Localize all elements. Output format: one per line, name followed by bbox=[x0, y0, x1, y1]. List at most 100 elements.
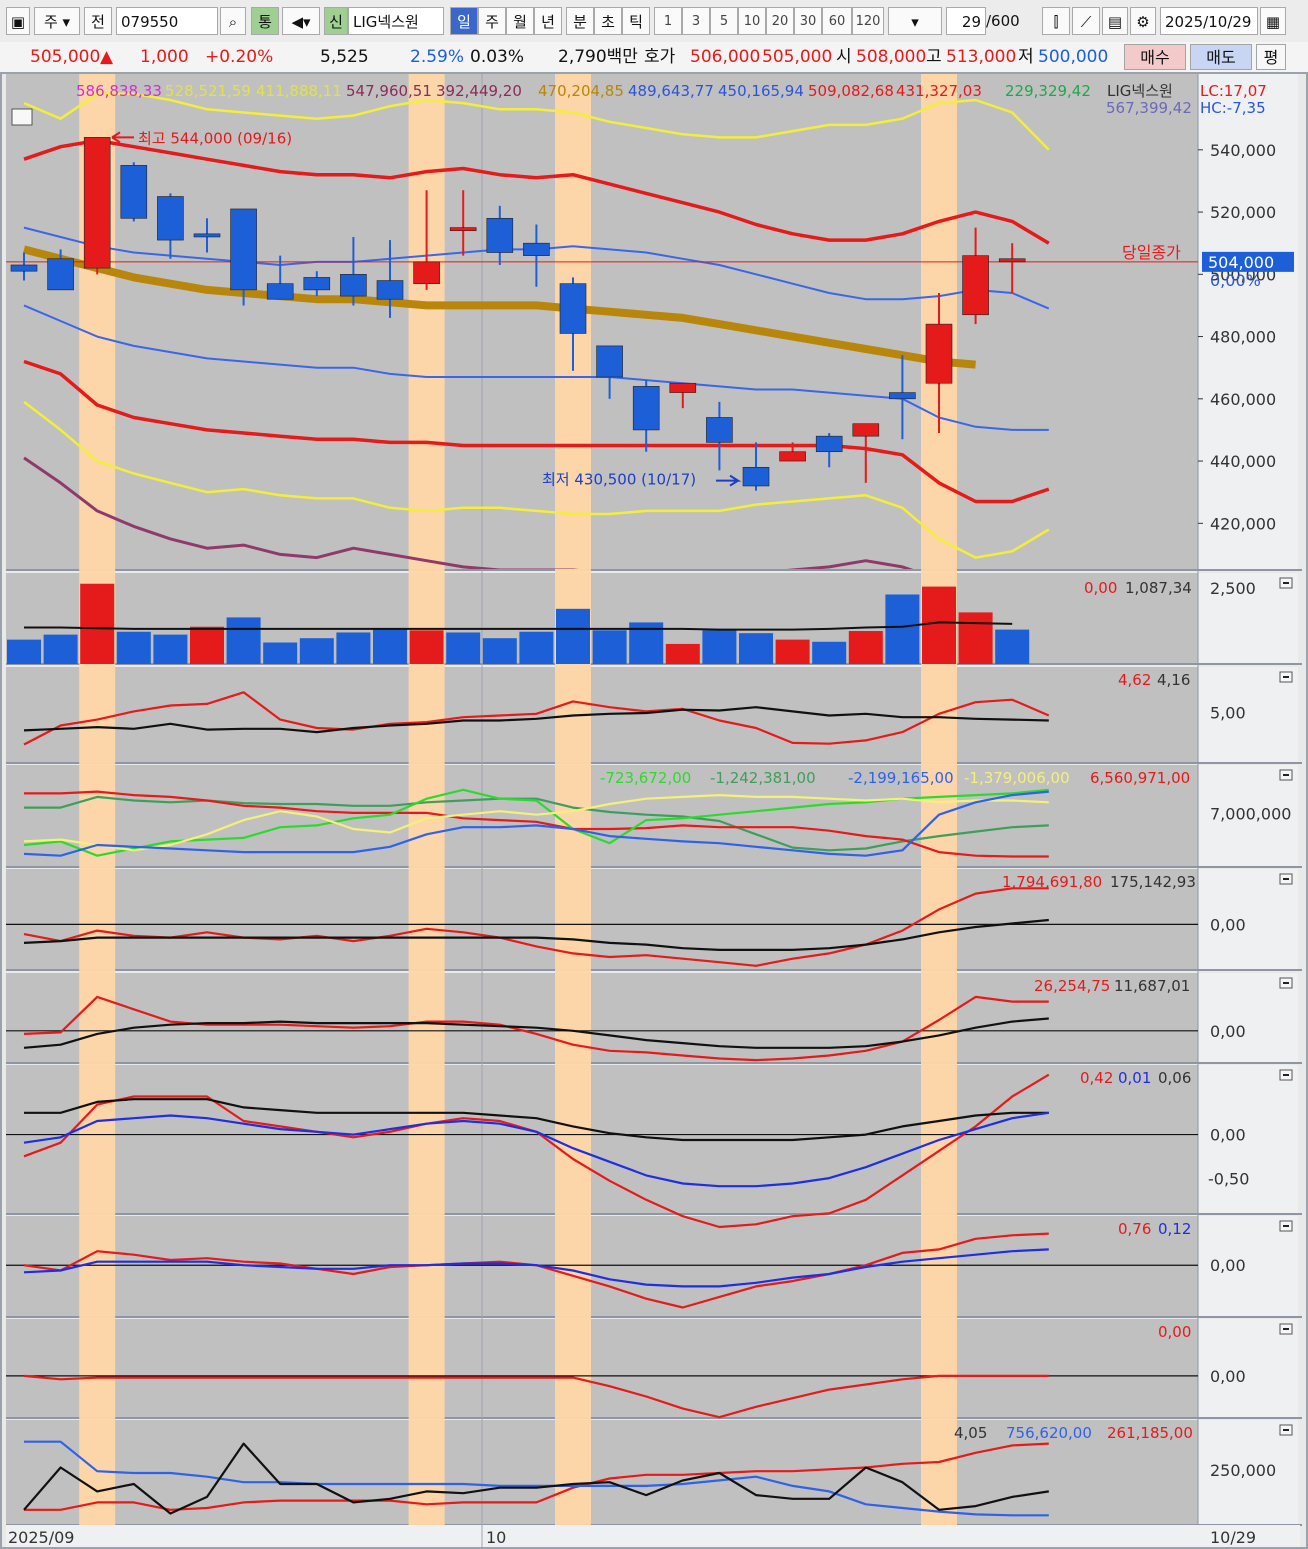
candle-body bbox=[962, 255, 989, 316]
minute-20[interactable]: 20 bbox=[766, 7, 794, 35]
indicator-header-p7: 0,76 bbox=[1118, 1220, 1151, 1238]
sin-button[interactable]: 신 bbox=[324, 7, 348, 35]
indicator-header-p5: 11,687,01 bbox=[1114, 977, 1190, 995]
minute-60[interactable]: 60 bbox=[822, 7, 852, 35]
ask-price: 506,000 bbox=[690, 47, 761, 67]
minute-30[interactable]: 30 bbox=[794, 7, 822, 35]
table-toggle-icon bbox=[11, 108, 33, 126]
stock-chart[interactable]: 540,000520,000500,000480,000460,000440,0… bbox=[0, 72, 1308, 1549]
low-price: 500,000 bbox=[1038, 47, 1109, 67]
volume-bar bbox=[190, 626, 224, 664]
price-tick-label: 440,000 bbox=[1210, 452, 1276, 471]
envelope-value: 392,449,20 bbox=[436, 82, 522, 100]
minute-1[interactable]: 1 bbox=[654, 7, 682, 35]
market-select[interactable]: 주 ▾ bbox=[34, 7, 80, 35]
volume-bar bbox=[7, 639, 41, 664]
volume: 5,525 bbox=[320, 47, 369, 67]
gear-icon[interactable]: ⚙ bbox=[1130, 7, 1156, 35]
price-change-pct: +0.20% bbox=[205, 47, 274, 67]
period-minute[interactable]: 분 bbox=[566, 7, 594, 35]
minute-5[interactable]: 5 bbox=[710, 7, 738, 35]
indicator-line-p2-0 bbox=[23, 691, 1050, 746]
indicator-line-p5-1 bbox=[23, 1017, 1049, 1049]
line-draw-icon[interactable]: ⟋ bbox=[1072, 7, 1100, 35]
minute-10[interactable]: 10 bbox=[738, 7, 766, 35]
period-year[interactable]: 년 bbox=[534, 7, 562, 35]
window-menu-icon[interactable]: ▣ bbox=[6, 7, 30, 35]
indicator-line-p3-4 bbox=[23, 790, 1049, 857]
current-price: 505,000 bbox=[30, 47, 101, 67]
indicator-header-p4: 1,794,691,80 bbox=[1002, 873, 1102, 891]
buy-button[interactable]: 매수 bbox=[1124, 44, 1186, 70]
volume-bar bbox=[995, 629, 1030, 664]
price-tick-label: 520,000 bbox=[1210, 203, 1276, 222]
indicator-header-p3: -2,199,165,00 bbox=[848, 769, 954, 787]
chart-type-icon[interactable]: ⫿ bbox=[1042, 7, 1070, 35]
indicator-line-p3-1 bbox=[24, 790, 1049, 858]
indicator-header-p6: 0,01 bbox=[1118, 1069, 1151, 1087]
minute-3[interactable]: 3 bbox=[682, 7, 710, 35]
stock-name-field[interactable]: LIG넥스원 bbox=[348, 7, 444, 35]
turnover: 0.03% bbox=[470, 47, 525, 67]
indicator-tick-p6-a: 0,00 bbox=[1210, 1126, 1246, 1145]
volume-bar bbox=[848, 631, 883, 664]
envelope-yellow-lower bbox=[23, 400, 1050, 559]
save-icon[interactable]: ▤ bbox=[1102, 7, 1128, 35]
candle-body bbox=[559, 283, 587, 334]
custom-period-select[interactable]: ▾ bbox=[888, 7, 942, 35]
indicator-header-p7: 0,12 bbox=[1158, 1220, 1191, 1238]
panel-area-5 bbox=[6, 973, 1198, 1062]
envelope-value: 528,521,59 bbox=[165, 82, 251, 100]
minute-120[interactable]: 120 bbox=[852, 7, 884, 35]
candle-body bbox=[779, 451, 806, 462]
panel-axis-6 bbox=[1198, 1065, 1298, 1213]
candle-body bbox=[157, 196, 184, 241]
candle-body bbox=[706, 417, 733, 443]
period-day[interactable]: 일 bbox=[450, 7, 478, 35]
time-label-start: 2025/09 bbox=[8, 1528, 74, 1547]
volume-bar bbox=[116, 631, 151, 664]
candle-body bbox=[303, 277, 331, 291]
envelope-value: 450,165,94 bbox=[718, 82, 804, 100]
envelope-value: 431,327,03 bbox=[896, 82, 982, 100]
indicator-header-p2: 4,62 bbox=[1118, 671, 1151, 689]
code-input[interactable]: 079550 bbox=[116, 7, 218, 35]
prev-button[interactable]: 전 bbox=[84, 7, 112, 35]
volume-bar bbox=[739, 633, 773, 664]
candle-body bbox=[742, 466, 770, 487]
panel-axis-2 bbox=[1198, 667, 1298, 762]
sell-button[interactable]: 매도 bbox=[1190, 44, 1252, 70]
period-second[interactable]: 초 bbox=[594, 7, 622, 35]
indicator-header-p5: 26,254,75 bbox=[1034, 977, 1110, 995]
volume-bar bbox=[263, 642, 298, 664]
high-annotation: 최고 544,000 (09/16) bbox=[138, 129, 292, 147]
volume-bar bbox=[373, 628, 407, 664]
market-select-label: 주 bbox=[43, 13, 58, 31]
envelope-purple-lower bbox=[23, 456, 914, 569]
indicator-line-p9-2 bbox=[23, 1442, 1049, 1515]
volume-bar bbox=[80, 583, 115, 664]
date-input[interactable]: 2025/10/29 bbox=[1160, 7, 1258, 35]
indicator-header-p3: -723,672,00 bbox=[600, 769, 691, 787]
indicator-tick-p8: 0,00 bbox=[1210, 1367, 1246, 1386]
indicator-header-p3: -1,379,006,00 bbox=[964, 769, 1070, 787]
lc-value: LC:17,07 bbox=[1200, 82, 1267, 100]
eval-button[interactable]: 평 bbox=[1256, 44, 1286, 70]
bid-label: 호가 bbox=[644, 47, 676, 67]
indicator-line-p3-3 bbox=[23, 794, 1049, 852]
envelope-value: 586,838,33 bbox=[76, 82, 162, 100]
period-week[interactable]: 주 bbox=[478, 7, 506, 35]
panel-area-9 bbox=[6, 1420, 1198, 1524]
high-label: 고 bbox=[926, 47, 942, 67]
period-tick[interactable]: 틱 bbox=[622, 7, 650, 35]
volume-header-1: 0,00 bbox=[1084, 579, 1117, 597]
count-input[interactable]: 29 bbox=[946, 7, 986, 35]
tong-button[interactable]: 통 bbox=[251, 7, 279, 35]
period-month[interactable]: 월 bbox=[506, 7, 534, 35]
search-icon[interactable]: ⌕ bbox=[220, 7, 246, 35]
price-tick-label: 420,000 bbox=[1210, 514, 1276, 533]
candle-body bbox=[523, 242, 550, 256]
volume-bar bbox=[336, 632, 371, 664]
speaker-icon[interactable]: ◀▾ bbox=[282, 7, 320, 35]
calendar-icon[interactable]: ▦ bbox=[1260, 7, 1286, 35]
